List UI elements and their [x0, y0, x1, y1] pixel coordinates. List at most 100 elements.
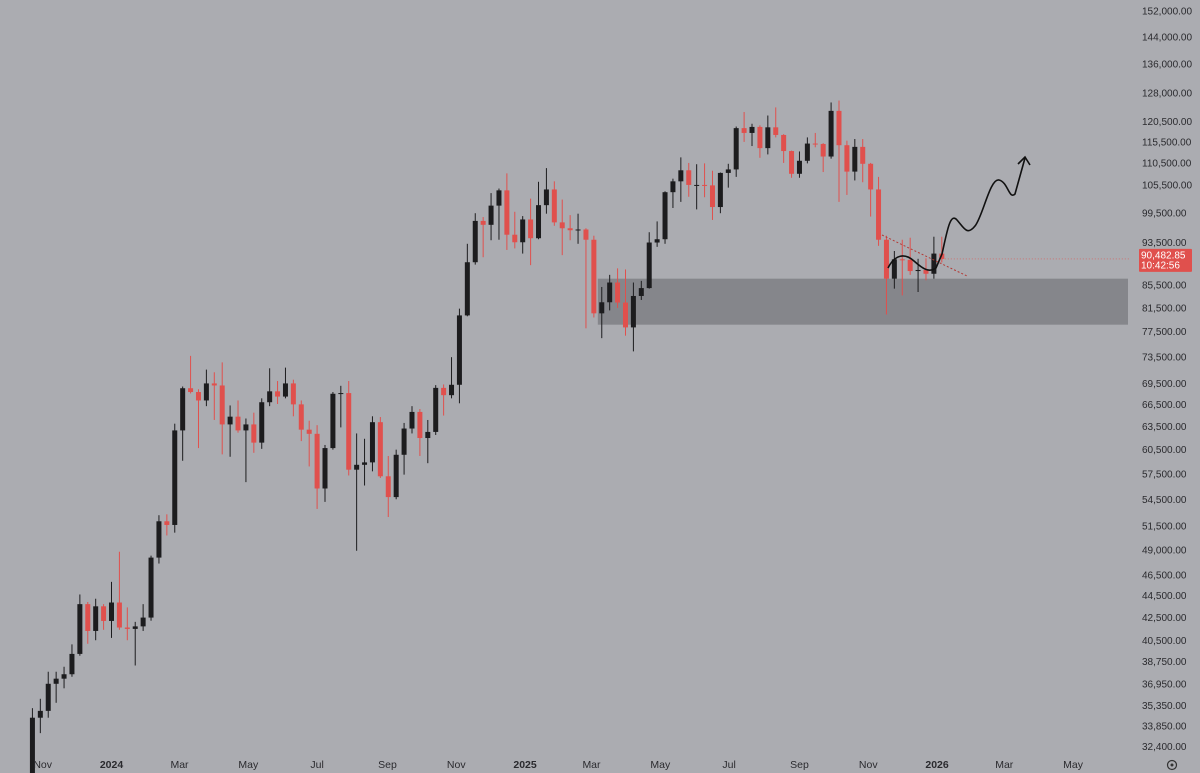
candle-body	[369, 422, 375, 463]
candle-body	[876, 189, 882, 240]
candle-body	[496, 190, 502, 206]
candle-body	[773, 127, 779, 135]
x-tick-label: May	[238, 759, 259, 771]
candle-body	[188, 388, 194, 393]
candle-body	[891, 259, 897, 279]
candle-body	[45, 683, 51, 711]
candle-body	[599, 302, 605, 314]
candle-body	[812, 143, 818, 145]
y-tick-label: 54,500.00	[1142, 495, 1187, 506]
candle-body	[362, 462, 368, 465]
axis-layer: 152,000.00 144,000.00 136,000.00 128,000.00…	[33, 7, 1192, 771]
zone-layer	[597, 278, 1128, 325]
candle-body	[219, 385, 225, 425]
x-tick-label: Jul	[722, 759, 735, 771]
candle-body	[654, 239, 660, 243]
y-tick-label: 81,500.00	[1142, 303, 1187, 314]
candle-body	[883, 239, 889, 279]
candle-body	[709, 185, 715, 208]
arrow-head	[1017, 155, 1031, 166]
y-tick-label: 36,950.00	[1142, 680, 1187, 691]
x-tick-label: Mar	[995, 759, 1014, 771]
candle-body	[765, 127, 771, 149]
candle-body	[868, 163, 874, 190]
y-tick-label: 99,500.00	[1142, 208, 1187, 219]
candle-body	[211, 383, 217, 386]
candle-body	[101, 606, 107, 621]
x-tick-label: May	[1063, 759, 1084, 771]
candle-body	[140, 617, 146, 627]
y-tick-label: 77,500.00	[1142, 327, 1187, 338]
candle-body	[377, 422, 383, 477]
candle-body	[567, 228, 573, 231]
candle-body	[725, 169, 731, 173]
x-tick-label: Sep	[378, 759, 397, 771]
x-tick-label: Nov	[859, 759, 878, 771]
candle-body	[108, 602, 114, 621]
candle-body	[37, 710, 43, 718]
candle-body	[804, 143, 810, 161]
candle-body	[180, 388, 186, 431]
candle-body	[820, 143, 826, 157]
candle-body	[852, 146, 858, 172]
x-tick-label: Mar	[582, 759, 601, 771]
candle-body	[401, 428, 407, 455]
x-tick-label: Mar	[170, 759, 189, 771]
candle-body	[591, 239, 597, 314]
y-tick-label: 60,500.00	[1142, 445, 1187, 456]
candle-body	[622, 302, 628, 328]
candle-body	[480, 220, 486, 225]
candle-body	[860, 146, 866, 164]
candle-body	[164, 521, 170, 525]
candle-body	[512, 234, 518, 243]
candle-body	[298, 404, 304, 430]
candle-body	[504, 190, 510, 235]
y-tick-label: 63,500.00	[1142, 422, 1187, 433]
candle-body	[717, 172, 723, 208]
candle-body	[195, 392, 201, 401]
y-tick-label: 35,350.00	[1142, 701, 1187, 712]
candle-body	[124, 627, 130, 629]
y-tick-label: 93,500.00	[1142, 238, 1187, 249]
candle-body	[733, 128, 739, 170]
candle-body	[116, 602, 122, 628]
candle-body	[314, 433, 320, 489]
candle-body	[251, 424, 257, 443]
y-tick-label: 73,500.00	[1142, 352, 1187, 363]
y-tick-label: 85,500.00	[1142, 280, 1187, 291]
y-tick-label: 120,500.00	[1142, 117, 1192, 128]
candle-body	[290, 383, 296, 405]
y-tick-label: 49,000.00	[1142, 545, 1187, 556]
candle-body	[53, 678, 59, 684]
y-tick-label: 136,000.00	[1142, 60, 1192, 71]
candle-body	[583, 229, 589, 240]
candle-body	[551, 189, 557, 223]
countdown-label: 10:42:56	[1141, 261, 1180, 272]
candle-body	[757, 126, 763, 149]
candle-body	[449, 384, 455, 396]
candle-body	[670, 181, 676, 193]
settings-icon[interactable]	[1166, 759, 1178, 771]
y-tick-label: 33,850.00	[1142, 721, 1187, 732]
candle-body	[346, 393, 352, 470]
candle-body	[227, 416, 233, 425]
projection-arrow	[887, 157, 1026, 271]
settings-ring	[1166, 759, 1178, 771]
x-tick-label: May	[650, 759, 671, 771]
x-tick-label: 2025	[513, 759, 537, 771]
y-tick-label: 51,500.00	[1142, 522, 1187, 533]
y-tick-label: 32,400.00	[1142, 742, 1187, 753]
candle-body	[354, 464, 360, 470]
candle-body	[203, 383, 209, 401]
y-tick-label: 38,750.00	[1142, 657, 1187, 668]
y-tick-label: 110,500.00	[1142, 158, 1192, 169]
candle-body	[899, 259, 905, 261]
candle-body	[662, 192, 668, 240]
y-tick-label: 152,000.00	[1142, 7, 1192, 18]
x-tick-label: Nov	[447, 759, 466, 771]
candle-body	[282, 383, 288, 397]
x-tick-label: 2024	[100, 759, 124, 771]
x-tick-label: Nov	[33, 759, 52, 771]
candle-body	[844, 145, 850, 172]
